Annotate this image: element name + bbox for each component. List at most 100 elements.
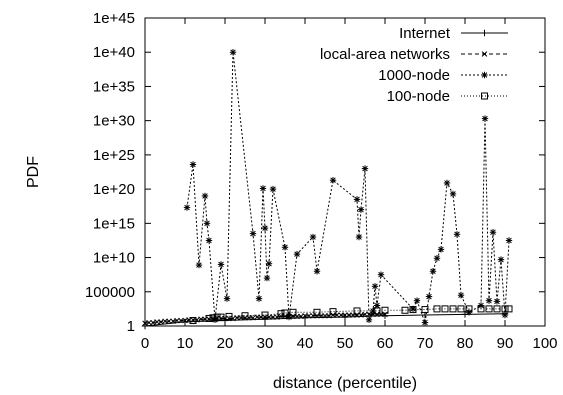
data-point xyxy=(313,268,321,275)
data-point xyxy=(269,185,277,193)
data-point xyxy=(489,229,497,236)
data-point xyxy=(443,179,451,187)
data-point xyxy=(355,233,363,241)
series-line xyxy=(186,52,510,323)
y-tick-label: 1e+30 xyxy=(93,113,135,130)
plot-frame xyxy=(144,17,546,327)
data-point xyxy=(457,292,465,299)
data-point xyxy=(205,237,213,244)
data-point xyxy=(322,312,328,319)
data-point xyxy=(453,231,461,238)
data-point xyxy=(329,308,337,316)
axes xyxy=(144,17,546,327)
data-point xyxy=(433,305,441,313)
data-point xyxy=(338,312,344,318)
data-point xyxy=(261,224,269,232)
data-point xyxy=(285,313,293,321)
x-tick-label: 10 xyxy=(177,335,194,352)
data-point xyxy=(154,319,160,325)
data-point xyxy=(421,319,429,326)
data-point xyxy=(178,317,184,324)
data-point xyxy=(254,314,260,320)
data-point xyxy=(189,161,197,168)
data-point xyxy=(246,315,252,321)
y-tick-label: 1e+40 xyxy=(93,44,135,61)
legend-marker xyxy=(481,92,488,100)
data-point xyxy=(433,255,441,262)
data-point xyxy=(413,297,421,304)
data-point xyxy=(371,283,379,290)
y-tick-label: 1e+20 xyxy=(93,181,135,198)
data-point xyxy=(437,246,445,253)
data-point xyxy=(189,317,197,325)
data-point xyxy=(255,295,263,302)
legend-label: Internet xyxy=(399,25,451,42)
data-point xyxy=(205,314,213,322)
data-point xyxy=(441,305,449,313)
data-point xyxy=(421,306,429,314)
legend: Internet local-area networks 1000-node 100-… xyxy=(320,25,508,105)
data-point xyxy=(505,305,513,313)
data-point xyxy=(346,312,352,318)
data-point xyxy=(241,312,249,320)
data-point xyxy=(497,256,505,263)
y-tick-label: 1e+15 xyxy=(93,215,135,232)
data-point xyxy=(266,314,272,320)
data-point xyxy=(310,312,316,319)
x-tick-label: 60 xyxy=(377,335,394,352)
data-point xyxy=(186,317,192,323)
series-1000-node xyxy=(183,49,513,326)
y-tick-label: 1e+35 xyxy=(93,78,135,95)
series-group xyxy=(141,49,513,330)
x-tick-label: 90 xyxy=(497,335,514,352)
data-point xyxy=(329,177,337,184)
x-tick-label: 40 xyxy=(297,335,314,352)
data-point xyxy=(449,305,457,313)
data-point xyxy=(429,268,437,275)
data-point xyxy=(146,319,152,326)
data-point xyxy=(281,309,289,317)
data-point xyxy=(477,305,485,313)
legend-item: Internet xyxy=(399,25,508,42)
data-point xyxy=(293,250,301,258)
data-point xyxy=(362,311,368,318)
series-line xyxy=(144,313,506,327)
data-point xyxy=(377,271,385,278)
data-point xyxy=(229,49,237,56)
data-point xyxy=(225,312,233,320)
data-point xyxy=(238,315,244,321)
data-point xyxy=(401,306,409,314)
data-point xyxy=(485,297,493,304)
y-tick-label: 1e+45 xyxy=(93,10,135,27)
data-point xyxy=(277,310,285,318)
data-point xyxy=(485,305,493,313)
data-point xyxy=(357,206,365,213)
x-tick-label: 30 xyxy=(257,335,274,352)
data-point xyxy=(281,244,289,251)
data-point xyxy=(501,305,509,313)
x-tick-label: 50 xyxy=(337,335,354,352)
data-point xyxy=(449,190,457,198)
data-point xyxy=(289,308,297,316)
data-point xyxy=(353,307,361,315)
x-tick-label: 100 xyxy=(532,335,557,352)
x-tick-label: 80 xyxy=(457,335,474,352)
x-tick-label: 20 xyxy=(217,335,234,352)
data-point xyxy=(409,306,417,314)
data-point xyxy=(373,307,381,315)
data-point xyxy=(223,295,231,302)
data-point xyxy=(481,115,489,122)
series-local-area-networks xyxy=(142,311,388,327)
data-point xyxy=(505,237,513,244)
legend-marker xyxy=(481,71,488,79)
data-point xyxy=(263,274,271,282)
data-point xyxy=(334,312,340,318)
data-point xyxy=(201,192,209,200)
y-tick-label: 1e+10 xyxy=(93,250,135,267)
data-point xyxy=(217,261,225,268)
legend-label: 1000-node xyxy=(378,67,450,84)
data-point xyxy=(381,306,389,314)
data-point xyxy=(242,315,248,321)
data-point xyxy=(465,305,473,313)
